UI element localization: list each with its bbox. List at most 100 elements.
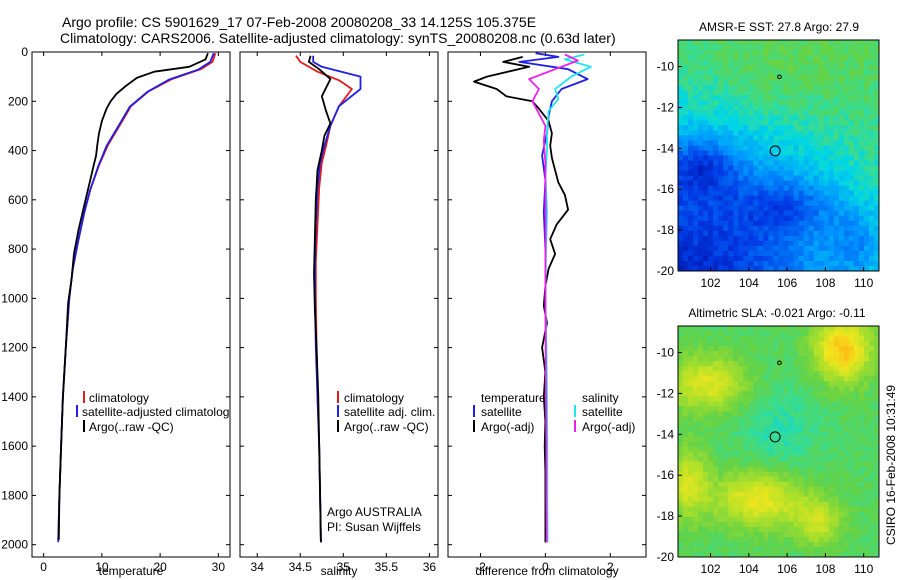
heatmap-cell [773,521,779,528]
heatmap-cell [858,175,865,182]
heatmap-cell [808,526,815,533]
heatmap-cell [678,466,684,473]
heatmap-cell [708,130,714,136]
heatmap-cell [688,75,694,81]
heatmap-cell [863,386,870,392]
heatmap-cell [738,85,744,91]
heatmap-cell [823,436,830,442]
heatmap-cell [788,255,794,262]
heatmap-cell [748,180,754,187]
heatmap-cell [848,516,855,523]
heatmap-cell [718,541,724,548]
heatmap-cell [873,60,880,66]
heatmap-cell [868,185,875,192]
heatmap-cell [833,195,840,202]
heatmap-cell [873,401,880,407]
heatmap-cell [693,516,699,523]
heatmap-cell [833,125,840,131]
heatmap-cell [788,265,794,272]
heatmap-cell [728,411,734,417]
heatmap-cell [783,456,789,462]
heatmap-cell [758,391,764,397]
heatmap-cell [723,120,729,126]
heatmap-cell [818,50,825,56]
heatmap-cell [813,195,820,202]
heatmap-cell [833,220,840,227]
heatmap-cell [678,516,684,523]
heatmap-cell [753,476,759,483]
heatmap-cell [813,476,820,483]
heatmap-cell [773,145,779,151]
heatmap-cell [743,80,749,86]
heatmap-cell [753,110,759,116]
heatmap-cell [868,466,875,473]
heatmap-cell [813,130,820,136]
heatmap-cell [743,516,749,523]
heatmap-cell [808,431,815,437]
heatmap-cell [743,376,749,382]
heatmap-cell [713,70,719,76]
heatmap-cell [723,240,729,247]
heatmap-cell [758,516,764,523]
heatmap-cell [678,456,684,462]
heatmap-cell [788,551,794,558]
heatmap-cell [693,90,699,96]
heatmap-cell [863,165,870,171]
heatmap-cell [858,245,865,252]
heatmap-cell [693,521,699,528]
heatmap-cell [873,65,880,71]
heatmap-cell [808,125,815,131]
heatmap-cell [748,411,754,417]
heatmap-cell [813,85,820,91]
heatmap-cell [713,145,719,151]
heatmap-cell [793,451,800,457]
heatmap-cell [843,396,850,402]
heatmap-cell [758,436,764,442]
heatmap-cell [793,40,800,46]
heatmap-cell [753,165,759,171]
heatmap-cell [853,135,860,141]
heatmap-cell [873,200,880,207]
heatmap-cell [848,65,855,71]
heatmap-cell [723,245,729,252]
heatmap-cell [728,240,734,247]
heatmap-cell [823,456,830,462]
heatmap-cell [733,386,739,392]
heatmap-cell [708,506,714,513]
heatmap-cell [818,205,825,212]
heatmap-cell [748,431,754,437]
heatmap-cell [783,481,789,488]
heatmap-cell [783,245,789,252]
heatmap-cell [703,190,709,197]
heatmap-cell [778,461,784,468]
heatmap-cell [858,130,865,136]
heatmap-cell [758,195,764,202]
heatmap-cell [798,481,805,488]
heatmap-cell [738,546,744,553]
heatmap-cell [868,486,875,493]
heatmap-cell [703,511,709,518]
heatmap-cell [748,511,754,518]
heatmap-cell [733,185,739,192]
heatmap-cell [733,351,739,357]
heatmap-cell [713,185,719,192]
heatmap-cell [838,240,845,247]
heatmap-cell [793,546,800,553]
heatmap-cell [798,331,805,337]
heatmap-cell [803,481,810,488]
x-axis-label: salinity [321,564,358,578]
heatmap-cell [753,541,759,548]
heatmap-cell [718,195,724,202]
heatmap-cell [743,165,749,171]
heatmap-cell [863,401,870,407]
heatmap-cell [848,220,855,227]
heatmap-cell [763,150,769,156]
heatmap-cell [733,506,739,513]
heatmap-cell [698,205,704,212]
heatmap-cell [703,401,709,407]
heatmap-cell [813,486,820,493]
heatmap-cell [683,140,689,146]
heatmap-cell [848,381,855,387]
heatmap-cell [678,185,684,192]
heatmap-cell [828,431,835,437]
